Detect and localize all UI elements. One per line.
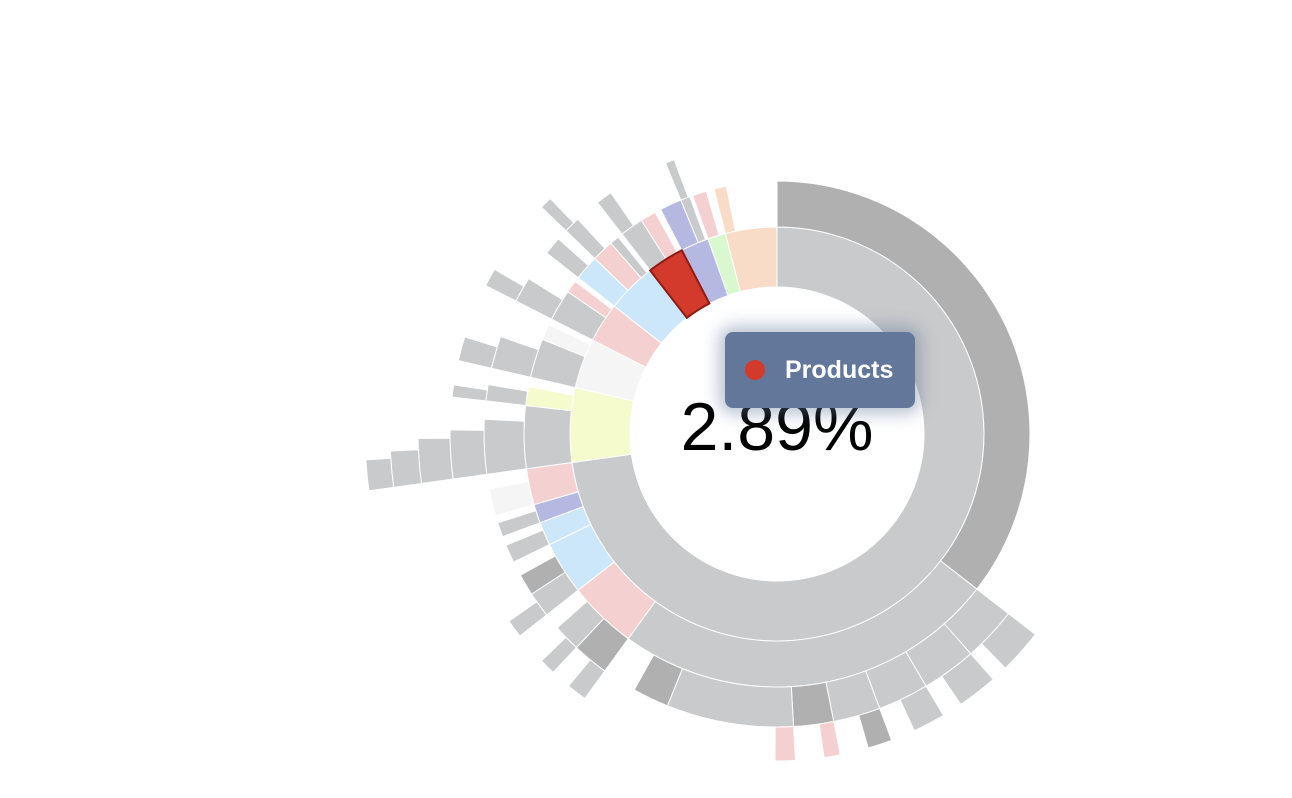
sunburst-segment[interactable] <box>417 437 454 485</box>
sunburst-segment[interactable] <box>790 681 835 728</box>
sunburst-segment[interactable] <box>483 418 527 475</box>
sunburst-segment[interactable] <box>596 192 635 235</box>
sunburst-segment[interactable] <box>899 685 945 732</box>
sunburst-segment[interactable] <box>449 429 488 480</box>
sunburst-segment[interactable] <box>451 384 488 402</box>
sunburst-segment[interactable] <box>490 335 540 378</box>
sunburst-segment[interactable] <box>541 324 591 358</box>
sunburst-segment[interactable] <box>497 510 541 538</box>
sunburst-segment[interactable] <box>485 383 529 407</box>
sunburst-segment[interactable] <box>488 480 535 517</box>
sunburst-segment[interactable] <box>664 159 689 201</box>
sunburst-segment[interactable] <box>389 449 422 488</box>
tooltip-label: Products <box>785 355 894 384</box>
sunburst-segment[interactable] <box>774 726 797 762</box>
arcs <box>365 159 1037 762</box>
sunburst-segment[interactable] <box>980 612 1037 669</box>
sunburst-segment[interactable] <box>505 529 551 563</box>
sunburst-segment[interactable] <box>858 707 893 749</box>
sunburst-segment[interactable] <box>610 236 648 279</box>
sunburst-segment[interactable] <box>713 185 737 235</box>
sunburst-segment[interactable] <box>457 336 498 369</box>
sunburst-segment[interactable] <box>567 280 613 319</box>
sunburst-segment[interactable] <box>648 248 711 320</box>
sunburst-segment[interactable] <box>545 238 589 279</box>
sunburst-segment[interactable] <box>365 457 395 492</box>
sunburst-segment[interactable] <box>484 268 525 302</box>
sunburst-segment[interactable] <box>540 197 575 232</box>
sunburst-segment[interactable] <box>724 226 778 293</box>
sunburst-segment[interactable] <box>567 659 606 700</box>
sunburst-segment[interactable] <box>633 654 684 707</box>
sunburst-segment[interactable] <box>519 555 566 595</box>
sunburst-segment[interactable] <box>523 404 573 470</box>
sunburst-segment[interactable] <box>818 720 841 759</box>
sunburst-segment[interactable] <box>940 653 994 706</box>
sunburst-segment[interactable] <box>540 636 578 674</box>
sunburst-segment[interactable] <box>508 601 548 637</box>
sunburst-segment[interactable] <box>692 190 720 240</box>
tooltip-swatch <box>745 360 765 380</box>
sunburst-segment[interactable] <box>776 180 1031 590</box>
tooltip: Products <box>725 332 915 408</box>
